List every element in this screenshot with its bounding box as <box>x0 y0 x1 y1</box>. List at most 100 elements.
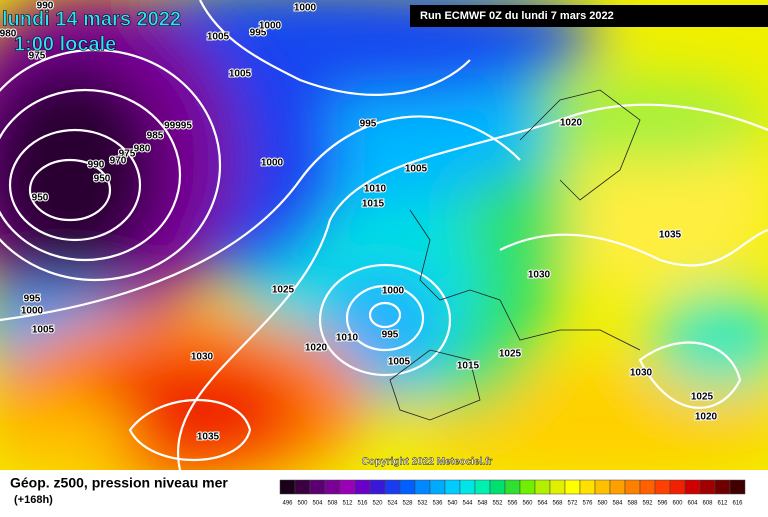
isobar-label: 1030 <box>528 270 551 281</box>
isobar-label: 950 <box>94 174 111 185</box>
scale-label: 588 <box>627 501 638 507</box>
scale-swatch <box>684 479 701 495</box>
scale-label: 536 <box>432 501 443 507</box>
isobar-label: 990 <box>88 160 105 171</box>
scale-label: 568 <box>552 501 563 507</box>
scale-label: 576 <box>582 501 593 507</box>
scale-label: 608 <box>702 501 713 507</box>
isobar-label: 995 <box>382 330 399 341</box>
isobar-label: 1010 <box>364 184 387 195</box>
scale-label: 612 <box>717 501 728 507</box>
scale-label: 496 <box>282 501 293 507</box>
scale-swatch <box>654 479 671 495</box>
scale-swatch <box>624 479 641 495</box>
scale-swatch <box>549 479 566 495</box>
scale-label: 616 <box>732 501 743 507</box>
isobar-label: 99995 <box>164 121 192 132</box>
scale-swatch <box>429 479 446 495</box>
isobar-label: 1000 <box>21 306 44 317</box>
time-label: 1:00 locale <box>14 33 116 55</box>
isobar-label: 970 <box>110 156 127 167</box>
scale-swatch <box>669 479 686 495</box>
scale-swatch <box>519 479 536 495</box>
date-label: lundi 14 mars 2022 <box>2 8 181 30</box>
isobar-label: 980 <box>0 29 17 40</box>
scale-label: 596 <box>657 501 668 507</box>
scale-label: 528 <box>402 501 413 507</box>
isobar-label: 1005 <box>207 32 230 43</box>
scale-swatch <box>564 479 581 495</box>
isobar-label: 1030 <box>630 368 653 379</box>
isobar-label: 1000 <box>261 158 284 169</box>
footer-title: Géop. z500, pression niveau mer <box>10 475 228 491</box>
isobar-label: 1030 <box>191 352 214 363</box>
isobar-label: 985 <box>147 131 164 142</box>
isobar-label: 995 <box>360 119 377 130</box>
scale-swatch <box>294 479 311 495</box>
scale-label: 604 <box>687 501 698 507</box>
scale-label: 524 <box>387 501 398 507</box>
scale-label: 600 <box>672 501 683 507</box>
run-label: Run ECMWF 0Z du lundi 7 mars 2022 <box>420 10 614 22</box>
isobar-label: 1010 <box>336 333 359 344</box>
isobar-label: 1005 <box>229 69 252 80</box>
scale-label: 532 <box>417 501 428 507</box>
isobars <box>0 0 768 471</box>
scale-swatch <box>384 479 401 495</box>
color-scale: 496 500 504 508 512 516 520 524 528 532 536 540 544 5… <box>279 479 746 507</box>
scale-label: 584 <box>612 501 623 507</box>
scale-label: 520 <box>372 501 383 507</box>
scale-swatch <box>609 479 626 495</box>
scale-swatch <box>474 479 491 495</box>
scale-label: 548 <box>477 501 488 507</box>
scale-swatch <box>354 479 371 495</box>
scale-label: 516 <box>357 501 368 507</box>
scale-swatch <box>639 479 656 495</box>
isobar-label: 950 <box>32 193 49 204</box>
scale-swatch <box>534 479 551 495</box>
scale-swatch <box>444 479 461 495</box>
scale-label: 560 <box>522 501 533 507</box>
isobar-label: 1015 <box>457 361 480 372</box>
scale-label: 552 <box>492 501 503 507</box>
scale-swatch <box>459 479 476 495</box>
scale-label: 580 <box>597 501 608 507</box>
scale-swatch <box>399 479 416 495</box>
isobar-label: 1035 <box>659 230 682 241</box>
scale-label: 556 <box>507 501 518 507</box>
isobar-label: 995 <box>24 294 41 305</box>
scale-swatch <box>339 479 356 495</box>
isobar-label: 1000 <box>259 21 282 32</box>
scale-swatch <box>729 479 746 495</box>
scale-label: 572 <box>567 501 578 507</box>
scale-swatch <box>504 479 521 495</box>
scale-swatch <box>714 479 731 495</box>
scale-swatch <box>579 479 596 495</box>
scale-label: 564 <box>537 501 548 507</box>
isobar-label: 1025 <box>499 349 522 360</box>
isobar-label: 1005 <box>405 164 428 175</box>
scale-label: 508 <box>327 501 338 507</box>
scale-label: 500 <box>297 501 308 507</box>
scale-swatch <box>699 479 716 495</box>
run-banner <box>410 5 768 27</box>
isobar-label: 1025 <box>691 392 714 403</box>
scale-swatch <box>369 479 386 495</box>
scale-swatch <box>279 479 296 495</box>
isobar-label: 995 <box>250 28 267 39</box>
isobar-label: 1020 <box>695 412 718 423</box>
scale-swatch <box>324 479 341 495</box>
scale-label: 592 <box>642 501 653 507</box>
coastlines <box>389 89 641 421</box>
isobar-label: 1035 <box>197 432 220 443</box>
isobar-label: 1005 <box>388 357 411 368</box>
isobar-labels: 990 1000995100010051005980975995985999959… <box>0 0 719 444</box>
scale-label: 512 <box>342 501 353 507</box>
isobar-label: 1020 <box>560 118 583 129</box>
isobar-label: 980 <box>134 144 151 155</box>
isobar-label: 1000 <box>294 3 317 14</box>
isobar-label: 1020 <box>305 343 328 354</box>
scale-swatch <box>489 479 506 495</box>
scale-swatch <box>414 479 431 495</box>
